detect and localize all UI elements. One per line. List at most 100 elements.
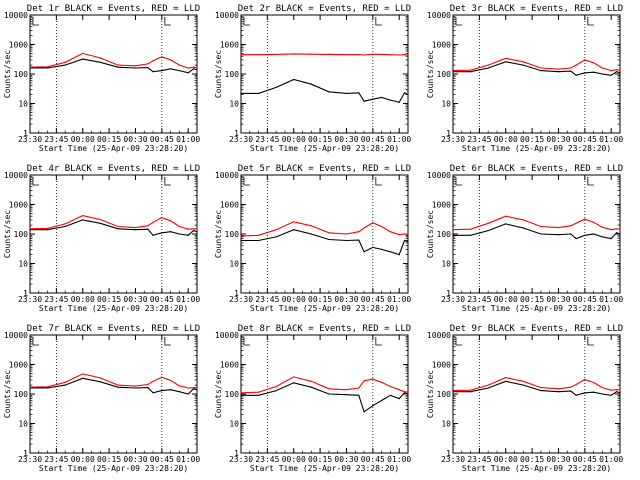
- data-point: [452, 229, 454, 231]
- data-point: [403, 54, 406, 56]
- data-point: [372, 405, 374, 407]
- data-point: [452, 391, 454, 393]
- series-events-black: [241, 78, 409, 103]
- x-tick-label: 00:30: [123, 135, 147, 144]
- data-point: [487, 230, 489, 232]
- plot-frame: [240, 14, 409, 134]
- data-point: [196, 69, 198, 71]
- data-point: [240, 394, 242, 396]
- data-point: [161, 56, 163, 58]
- data-point: [398, 254, 400, 256]
- x-tick-label: 00:45: [361, 135, 385, 144]
- data-point: [584, 59, 586, 61]
- data-point: [619, 72, 621, 74]
- y-tick-label: 1: [446, 289, 451, 298]
- data-point: [310, 53, 312, 55]
- data-point: [557, 391, 560, 393]
- panel-title: Det 2r BLACK = Events, RED = LLD: [238, 4, 411, 14]
- data-point: [152, 221, 154, 223]
- data-point: [407, 241, 409, 243]
- data-point: [187, 393, 189, 395]
- y-tick-label: 1000: [432, 201, 451, 210]
- x-tick-label: 23:45: [255, 135, 279, 144]
- data-point: [363, 100, 365, 102]
- y-tick-label: 100: [225, 230, 240, 239]
- data-point: [310, 225, 312, 227]
- data-point: [575, 383, 577, 386]
- data-point: [258, 54, 260, 56]
- x-tick-label: 00:00: [494, 135, 518, 144]
- data-point: [372, 246, 374, 248]
- y-tick-label: 10000: [215, 11, 239, 20]
- data-point: [82, 373, 84, 375]
- x-tick-label: 00:00: [494, 455, 518, 464]
- y-tick-label: 100: [437, 70, 452, 79]
- data-point: [161, 390, 163, 392]
- data-point: [117, 225, 119, 228]
- data-point: [615, 391, 618, 393]
- data-point: [403, 392, 406, 394]
- x-tick-label: 00:30: [546, 295, 570, 304]
- x-tick-label: 23:45: [44, 455, 68, 464]
- x-tick-label: 23:45: [44, 135, 68, 144]
- data-point: [575, 64, 577, 66]
- data-point: [470, 234, 472, 236]
- data-point: [407, 233, 409, 235]
- y-axis-label: Counts/sec: [3, 50, 12, 98]
- data-point: [275, 236, 277, 238]
- data-point: [407, 94, 409, 96]
- data-point: [522, 64, 524, 66]
- data-point: [522, 380, 524, 382]
- data-point: [152, 392, 154, 394]
- data-point: [178, 385, 180, 387]
- y-tick-label: 10000: [215, 171, 239, 180]
- data-point: [570, 70, 572, 72]
- data-point: [134, 227, 137, 229]
- plot-frame: [29, 14, 198, 134]
- data-point: [403, 391, 406, 393]
- x-tick-label: 00:00: [282, 455, 306, 464]
- data-point: [345, 92, 348, 94]
- data-point: [310, 386, 312, 388]
- y-tick-label: 10000: [215, 331, 239, 340]
- panel-title: Det 5r BLACK = Events, RED = LLD: [238, 164, 411, 174]
- data-point: [178, 225, 180, 228]
- data-point: [575, 222, 577, 224]
- range-end-marker: [375, 177, 382, 186]
- series-lld-red: [240, 376, 409, 394]
- data-point: [557, 234, 560, 236]
- data-point: [593, 391, 595, 393]
- y-axis-label: Counts/sec: [426, 370, 435, 418]
- data-point: [293, 229, 295, 231]
- y-tick-label: 1000: [220, 361, 239, 370]
- data-point: [381, 399, 383, 402]
- x-tick-label: 01:00: [599, 455, 623, 464]
- y-tick-label: 10: [229, 100, 239, 109]
- data-point: [470, 69, 472, 71]
- range-start-marker: [243, 337, 250, 346]
- data-point: [293, 78, 295, 81]
- data-point: [570, 233, 572, 235]
- x-tick-label: 01:00: [599, 135, 623, 144]
- data-point: [584, 392, 586, 394]
- range-start-marker: [32, 177, 39, 186]
- x-tick-label: 00:45: [150, 135, 174, 144]
- data-point: [240, 92, 242, 94]
- data-point: [619, 69, 621, 71]
- data-point: [147, 228, 149, 230]
- data-point: [293, 376, 295, 378]
- data-point: [47, 67, 49, 69]
- data-point: [593, 221, 595, 223]
- data-point: [240, 239, 242, 242]
- series-lld-red: [452, 215, 621, 231]
- data-point: [557, 388, 560, 390]
- data-point: [258, 391, 260, 393]
- x-tick-label: 23:30: [229, 135, 253, 144]
- x-tick-label: 01:00: [387, 455, 411, 464]
- panel-det-6: Det 6r BLACK = Events, RED = LLD 1 10 100 10…: [426, 164, 623, 313]
- data-point: [381, 248, 383, 250]
- data-point: [557, 68, 560, 70]
- data-point: [363, 54, 365, 56]
- data-point: [29, 228, 31, 230]
- data-point: [505, 215, 507, 217]
